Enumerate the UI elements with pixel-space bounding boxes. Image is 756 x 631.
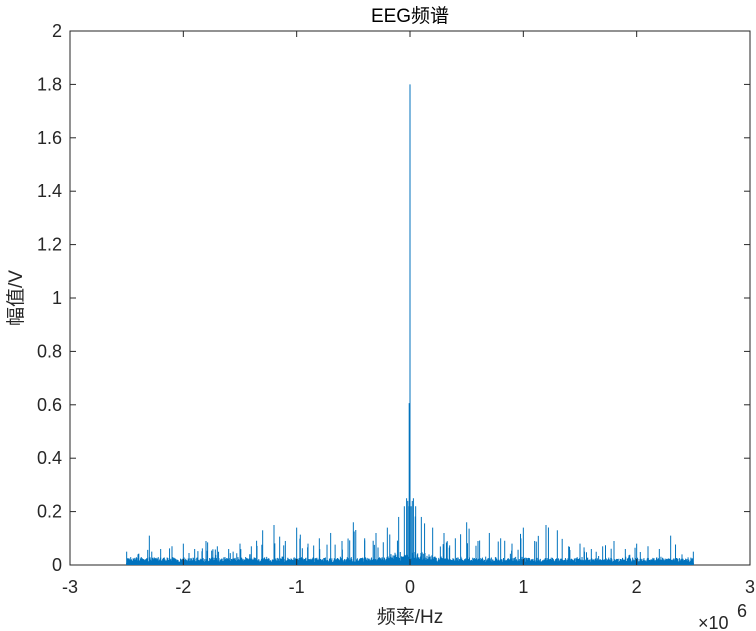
x-exponent-prefix: ×10 [698,613,729,631]
x-exponent-power: 6 [737,601,747,621]
x-axis-ticks: -3 -2 -1 0 1 2 3 [62,31,755,597]
x-tick-label: -2 [175,577,191,597]
y-tick-label: 2 [52,21,62,41]
x-tick-label: 0 [405,577,415,597]
y-tick-label: 0.8 [37,341,62,361]
y-axis-ticks: 0 0.2 0.4 0.6 0.8 1 1.2 1.4 1.6 1.8 2 [37,21,750,575]
y-tick-label: 0.2 [37,502,62,522]
y-axis-label: 幅值/V [5,270,27,326]
x-tick-label: 2 [632,577,642,597]
chart-title: EEG频谱 [371,5,449,27]
x-tick-label: 3 [745,577,755,597]
y-tick-label: 0 [52,555,62,575]
x-scale-exponent: ×10 6 [698,601,747,631]
y-tick-label: 1.4 [37,181,62,201]
x-tick-label: -1 [289,577,305,597]
y-tick-label: 0.6 [37,395,62,415]
y-tick-label: 1 [52,288,62,308]
x-tick-label: -3 [62,577,78,597]
y-tick-label: 1.2 [37,235,62,255]
y-tick-label: 0.4 [37,448,62,468]
y-tick-label: 1.6 [37,128,62,148]
x-axis-label: 频率/Hz [377,606,444,628]
y-tick-label: 1.8 [37,74,62,94]
x-tick-label: 1 [518,577,528,597]
